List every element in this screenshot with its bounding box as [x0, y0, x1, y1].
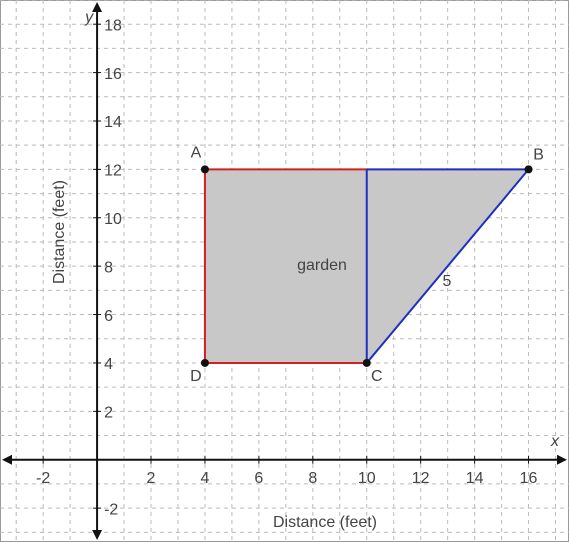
y-tick-label: 2	[104, 405, 113, 422]
segment	[365, 168, 530, 364]
x-tick-label: 4	[200, 470, 209, 487]
point	[524, 165, 533, 174]
point-label: B	[533, 147, 544, 164]
y-tick-label: 4	[104, 356, 113, 373]
point	[200, 358, 209, 367]
region-label: garden	[297, 257, 347, 274]
x-tick-label: -2	[36, 470, 50, 487]
x-axis-letter: x	[550, 433, 560, 450]
x-tick-label: 12	[412, 470, 430, 487]
y-axis-letter: y	[84, 9, 94, 26]
point	[362, 358, 371, 367]
y-tick-label: 16	[104, 66, 122, 83]
x-tick-label: 16	[520, 470, 538, 487]
point-label: D	[190, 368, 202, 385]
point-label: A	[191, 145, 202, 162]
point-label: C	[371, 368, 383, 385]
y-tick-label: 8	[104, 259, 113, 276]
side-label: 5	[443, 273, 452, 290]
x-tick-label: 10	[358, 470, 376, 487]
y-tick-label: 14	[104, 114, 122, 131]
y-tick-label: 10	[104, 211, 122, 228]
x-tick-label: 8	[308, 470, 317, 487]
point	[200, 165, 209, 174]
y-tick-label: 18	[104, 17, 122, 34]
y-tick-label: 12	[104, 163, 122, 180]
x-tick-label: 2	[147, 470, 156, 487]
x-axis-title: Distance (feet)	[273, 514, 377, 531]
y-axis-title: Distance (feet)	[51, 180, 68, 284]
y-tick-label: -2	[104, 501, 118, 518]
x-tick-label: 6	[254, 470, 263, 487]
x-tick-label: 14	[466, 470, 484, 487]
y-tick-label: 6	[104, 308, 113, 325]
